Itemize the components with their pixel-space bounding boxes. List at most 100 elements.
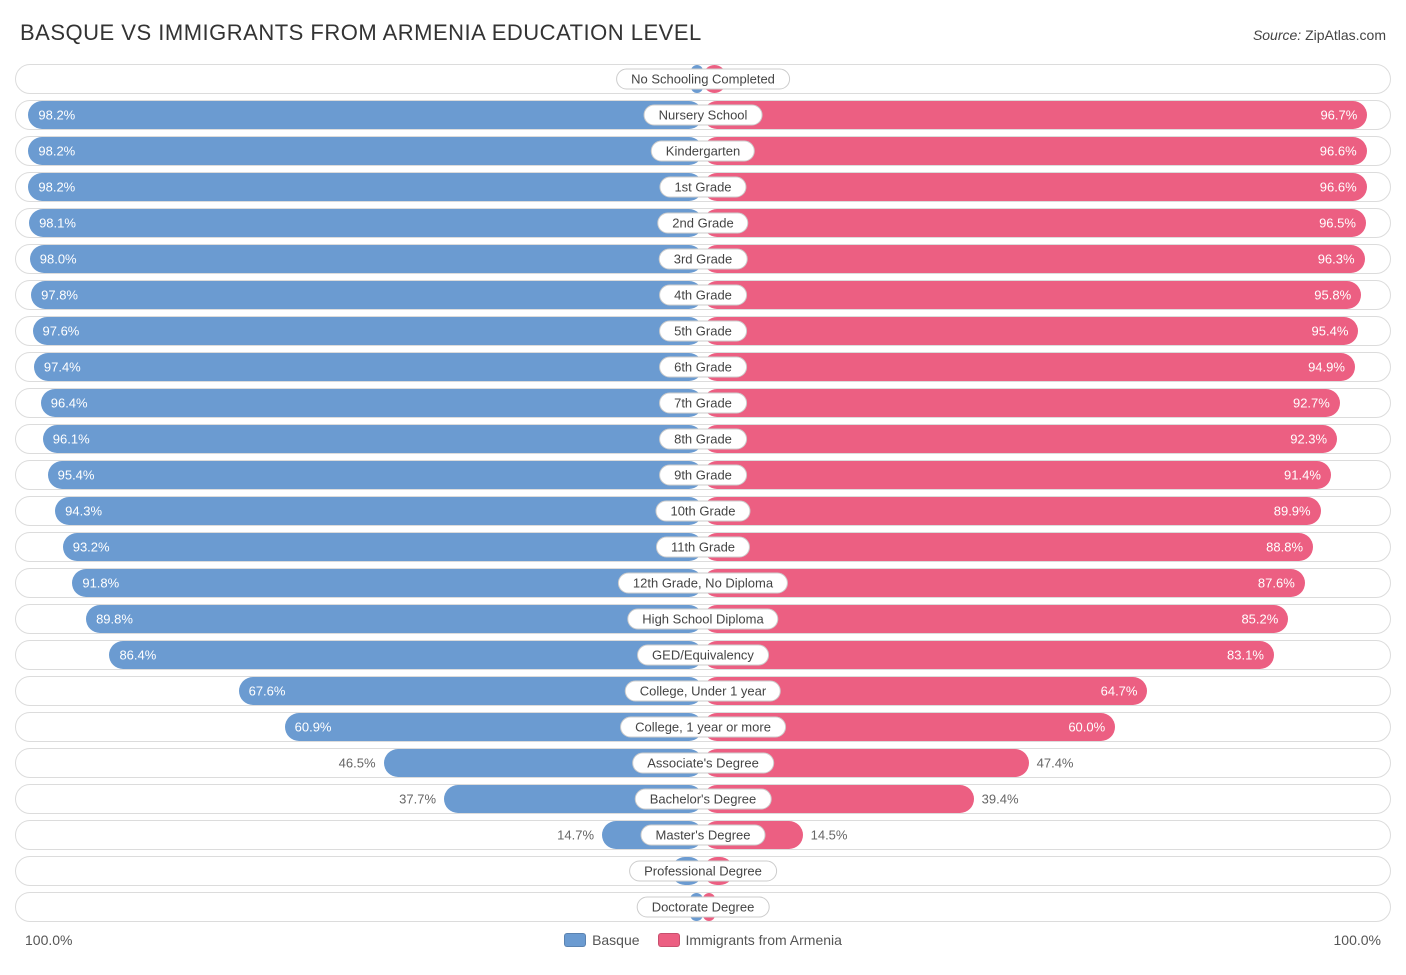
value-label-right: 47.4% <box>1037 756 1074 771</box>
chart-row: 97.4% 94.9% 6th Grade <box>15 352 1391 382</box>
category-label: GED/Equivalency <box>637 645 769 666</box>
value-label-left: 37.7% <box>399 792 436 807</box>
category-label: 3rd Grade <box>659 249 748 270</box>
category-label: No Schooling Completed <box>616 69 790 90</box>
value-label-left: 97.4% <box>44 360 81 375</box>
bar-right: 96.6% <box>703 137 1367 165</box>
bar-left: 86.4% <box>109 641 703 669</box>
chart-row: 98.2%96.7%Nursery School <box>15 100 1391 130</box>
bar-left: 89.8% <box>86 605 703 633</box>
bar-right: 95.4% <box>703 317 1358 345</box>
chart-footer: 100.0% Basque Immigrants from Armenia 10… <box>15 932 1391 948</box>
chart-row: 97.8% 95.8%4th Grade <box>15 280 1391 310</box>
chart-row: 1.8%3.3%No Schooling Completed <box>15 64 1391 94</box>
value-label-right: 60.0% <box>1068 720 1105 735</box>
chart-row: 98.0% 96.3%3rd Grade <box>15 244 1391 274</box>
value-label-left: 96.1% <box>53 432 90 447</box>
chart-row: 91.8%87.6%12th Grade, No Diploma <box>15 568 1391 598</box>
bar-left: 96.1% <box>43 425 703 453</box>
bar-right: 92.3% <box>703 425 1337 453</box>
chart-title: BASQUE VS IMMIGRANTS FROM ARMENIA EDUCAT… <box>20 20 702 46</box>
bar-left: 98.1% <box>29 209 703 237</box>
value-label-left: 98.0% <box>40 252 77 267</box>
chart-row: 98.2% 96.6% 1st Grade <box>15 172 1391 202</box>
legend-label-armenia: Immigrants from Armenia <box>686 932 842 948</box>
legend-item-basque: Basque <box>564 932 639 948</box>
chart-row: 96.4%92.7%7th Grade <box>15 388 1391 418</box>
value-label-right: 83.1% <box>1227 648 1264 663</box>
bar-right: 96.7% <box>703 101 1367 129</box>
bar-right: 89.9% <box>703 497 1321 525</box>
category-label: 12th Grade, No Diploma <box>618 573 788 594</box>
chart-row: 93.2% 88.8% 11th Grade <box>15 532 1391 562</box>
bar-right: 96.3% <box>703 245 1365 273</box>
chart-row: 97.6% 95.4%5th Grade <box>15 316 1391 346</box>
category-label: Master's Degree <box>641 825 766 846</box>
category-label: 10th Grade <box>655 501 750 522</box>
category-label: High School Diploma <box>627 609 778 630</box>
value-label-right: 88.8% <box>1266 540 1303 555</box>
bar-left: 97.6% <box>33 317 704 345</box>
bar-right: 88.8% <box>703 533 1313 561</box>
value-label-right: 96.5% <box>1319 216 1356 231</box>
bar-right: 96.5% <box>703 209 1366 237</box>
value-label-right: 92.7% <box>1293 396 1330 411</box>
legend-swatch-basque <box>564 933 586 947</box>
category-label: 4th Grade <box>659 285 747 306</box>
value-label-right: 94.9% <box>1308 360 1345 375</box>
category-label: 6th Grade <box>659 357 747 378</box>
source-value: ZipAtlas.com <box>1305 27 1386 43</box>
legend-label-basque: Basque <box>592 932 639 948</box>
value-label-right: 89.9% <box>1274 504 1311 519</box>
source-label: Source: <box>1253 27 1301 43</box>
category-label: Nursery School <box>644 105 763 126</box>
chart-row: 46.5%47.4%Associate's Degree <box>15 748 1391 778</box>
category-label: 11th Grade <box>656 537 750 558</box>
category-label: Kindergarten <box>651 141 755 162</box>
bar-left: 98.2% <box>28 101 703 129</box>
value-label-right: 96.6% <box>1320 180 1357 195</box>
axis-right-end: 100.0% <box>1334 932 1381 948</box>
category-label: 1st Grade <box>659 177 746 198</box>
chart-row: 14.7%14.5%Master's Degree <box>15 820 1391 850</box>
bar-right: 83.1% <box>703 641 1274 669</box>
value-label-left: 98.2% <box>38 180 75 195</box>
category-label: 9th Grade <box>659 465 747 486</box>
chart-row: 1.9%1.7%Doctorate Degree <box>15 892 1391 922</box>
bar-right: 95.8% <box>703 281 1361 309</box>
value-label-left: 98.1% <box>39 216 76 231</box>
bar-left: 97.4% <box>34 353 703 381</box>
legend-item-armenia: Immigrants from Armenia <box>658 932 842 948</box>
chart-row: 98.1%96.5%2nd Grade <box>15 208 1391 238</box>
chart-row: 89.8%85.2%High School Diploma <box>15 604 1391 634</box>
value-label-left: 97.8% <box>41 288 78 303</box>
value-label-right: 39.4% <box>982 792 1019 807</box>
category-label: 8th Grade <box>659 429 747 450</box>
legend: Basque Immigrants from Armenia <box>564 932 842 948</box>
value-label-left: 94.3% <box>65 504 102 519</box>
chart-row: 98.2%96.6%Kindergarten <box>15 136 1391 166</box>
value-label-left: 67.6% <box>249 684 286 699</box>
value-label-right: 92.3% <box>1290 432 1327 447</box>
bar-left: 94.3% <box>55 497 703 525</box>
bar-right: 92.7% <box>703 389 1340 417</box>
bar-right: 94.9% <box>703 353 1355 381</box>
chart-row: 94.3% 89.9% 10th Grade <box>15 496 1391 526</box>
chart-row: 67.6%64.7%College, Under 1 year <box>15 676 1391 706</box>
axis-left-end: 100.0% <box>25 932 72 948</box>
category-label: 5th Grade <box>659 321 747 342</box>
category-label: Associate's Degree <box>632 753 774 774</box>
bar-left: 93.2% <box>63 533 703 561</box>
value-label-left: 97.6% <box>43 324 80 339</box>
value-label-left: 60.9% <box>295 720 332 735</box>
bar-left: 98.2% <box>28 173 703 201</box>
bar-right: 96.6% <box>703 173 1367 201</box>
diverging-bar-chart: 1.8%3.3%No Schooling Completed98.2%96.7%… <box>15 64 1391 922</box>
bar-left: 97.8% <box>31 281 703 309</box>
chart-row: 60.9%60.0%College, 1 year or more <box>15 712 1391 742</box>
chart-row: 86.4% 83.1% GED/Equivalency <box>15 640 1391 670</box>
value-label-left: 14.7% <box>557 828 594 843</box>
category-label: 7th Grade <box>659 393 747 414</box>
value-label-left: 95.4% <box>58 468 95 483</box>
chart-row: 4.6%4.5%Professional Degree <box>15 856 1391 886</box>
